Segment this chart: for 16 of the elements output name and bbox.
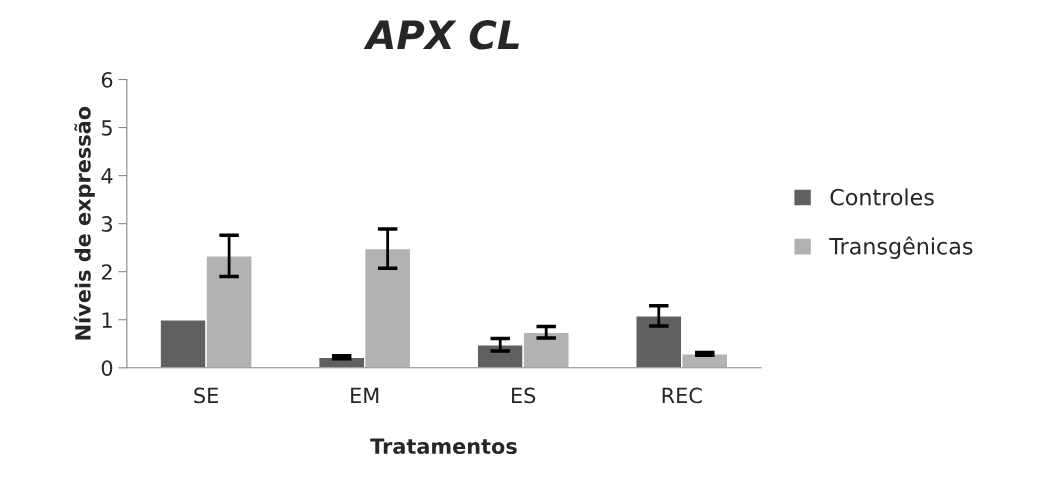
chart-title: APX CL <box>363 20 519 50</box>
y-tick-label: 2 <box>101 264 112 280</box>
legend-label: Controles <box>830 188 934 206</box>
y-tick-label: 6 <box>101 71 113 88</box>
legend-label: Transgênicas <box>829 236 973 259</box>
x-tick-label: ES <box>512 387 536 404</box>
y-tick-label: 4 <box>101 168 113 184</box>
x-tick-label: EM <box>351 387 379 404</box>
y-tick-label: 5 <box>102 120 112 136</box>
x-tick-label: SE <box>194 387 218 404</box>
y-tick-label: 1 <box>102 312 112 328</box>
x-tick-label: REC <box>662 387 702 404</box>
y-tick-label: 3 <box>101 216 112 232</box>
x-axis-title: Tratamentos <box>370 438 517 455</box>
y-tick-label: 0 <box>101 360 113 376</box>
y-axis-title: Níveis de expressão <box>73 106 95 340</box>
